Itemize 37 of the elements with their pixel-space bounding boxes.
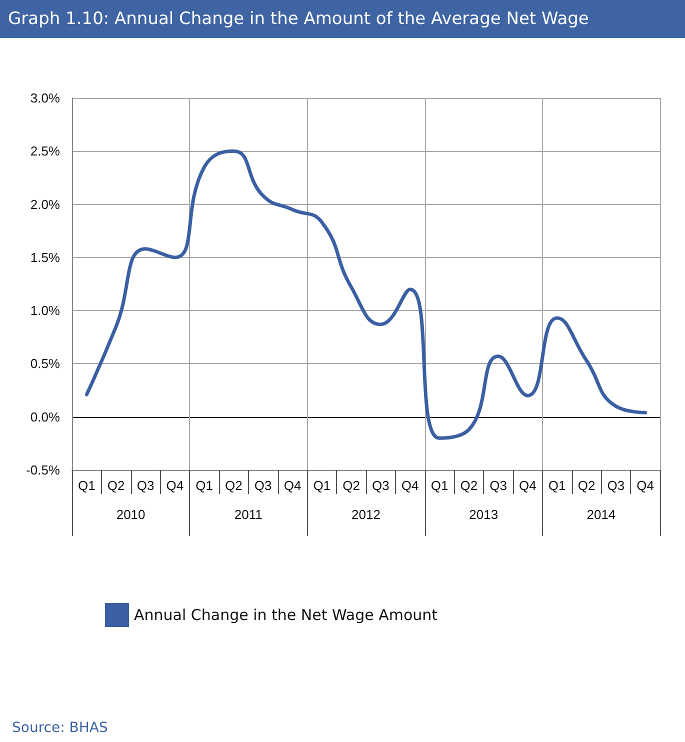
text: 2011 bbox=[234, 507, 262, 522]
y-tick-label: 1.0% bbox=[30, 303, 60, 318]
x-tick-label: Q2 bbox=[107, 478, 125, 493]
y-tick-label: 0.0% bbox=[30, 409, 60, 424]
x-tick-label: Q4 bbox=[401, 478, 419, 493]
y-tick-label: -0.5% bbox=[26, 462, 60, 478]
source-note: Source: BHAS bbox=[12, 720, 108, 736]
y-tick-label: 3.0% bbox=[30, 90, 60, 106]
x-tick-label: Q3 bbox=[254, 478, 272, 493]
x-tick-label: Q4 bbox=[519, 478, 536, 493]
x-tick-label: Q2 bbox=[342, 478, 360, 493]
line-series bbox=[84, 149, 648, 440]
legend-label: Annual Change in the Net Wage Amount bbox=[134, 606, 438, 624]
x-tick-label: Q1 bbox=[196, 478, 213, 493]
x-tick-label: Q1 bbox=[548, 478, 566, 493]
x-tick-label: Q4 bbox=[636, 478, 654, 493]
x-tick-label: Q4 bbox=[166, 478, 184, 493]
y-tick-label: 2.5% bbox=[30, 144, 60, 159]
x-tick-label: Q3 bbox=[490, 478, 507, 493]
x-tick-label: Q2 bbox=[578, 478, 596, 493]
y-tick-label: 2.0% bbox=[30, 196, 60, 212]
x-tick-label: Q3 bbox=[372, 478, 390, 493]
x-tick-label: Q1 bbox=[78, 478, 96, 493]
text: 2013 bbox=[469, 507, 498, 522]
y-tick-label: 0.5% bbox=[30, 356, 60, 372]
x-tick-label: Q4 bbox=[284, 478, 302, 493]
x-tick-label: Q3 bbox=[136, 478, 154, 493]
y-tick-label: 1.5% bbox=[30, 250, 60, 265]
x-tick-label: Q3 bbox=[607, 478, 625, 493]
text: 2014 bbox=[586, 507, 616, 522]
x-tick-label: Q1 bbox=[313, 478, 331, 493]
x-tick-label: Q2 bbox=[225, 478, 242, 493]
chart-title: Graph 1.10: Annual Change in the Amount of the Average Net Wage bbox=[0, 0, 685, 38]
text: 2010 bbox=[116, 507, 146, 522]
x-tick-label: Q1 bbox=[430, 478, 448, 493]
x-tick-label: Q2 bbox=[460, 478, 478, 493]
text: 2012 bbox=[352, 507, 380, 522]
